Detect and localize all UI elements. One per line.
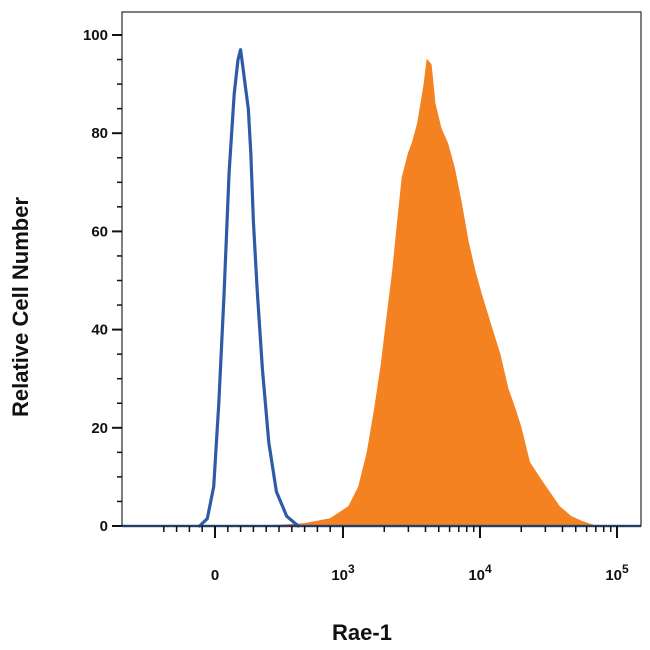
x-tick-label: 0 <box>211 567 219 584</box>
x-axis-title: Rae-1 <box>332 620 392 645</box>
y-tick-label: 20 <box>91 420 108 437</box>
plot-frame <box>121 11 642 527</box>
x-tick-exponent: 3 <box>348 562 355 576</box>
histogram-filled-series <box>266 58 596 527</box>
y-tick-label: 0 <box>100 518 108 535</box>
x-tick-exponent: 4 <box>485 562 492 576</box>
y-tick-label: 80 <box>91 125 108 142</box>
histogram-outline-series <box>198 48 300 528</box>
x-tick-exponent: 5 <box>622 562 629 576</box>
y-tick-label: 100 <box>83 27 108 44</box>
y-axis-title: Relative Cell Number <box>8 197 33 418</box>
y-tick-label: 60 <box>91 223 108 240</box>
y-tick-label: 40 <box>91 322 108 339</box>
